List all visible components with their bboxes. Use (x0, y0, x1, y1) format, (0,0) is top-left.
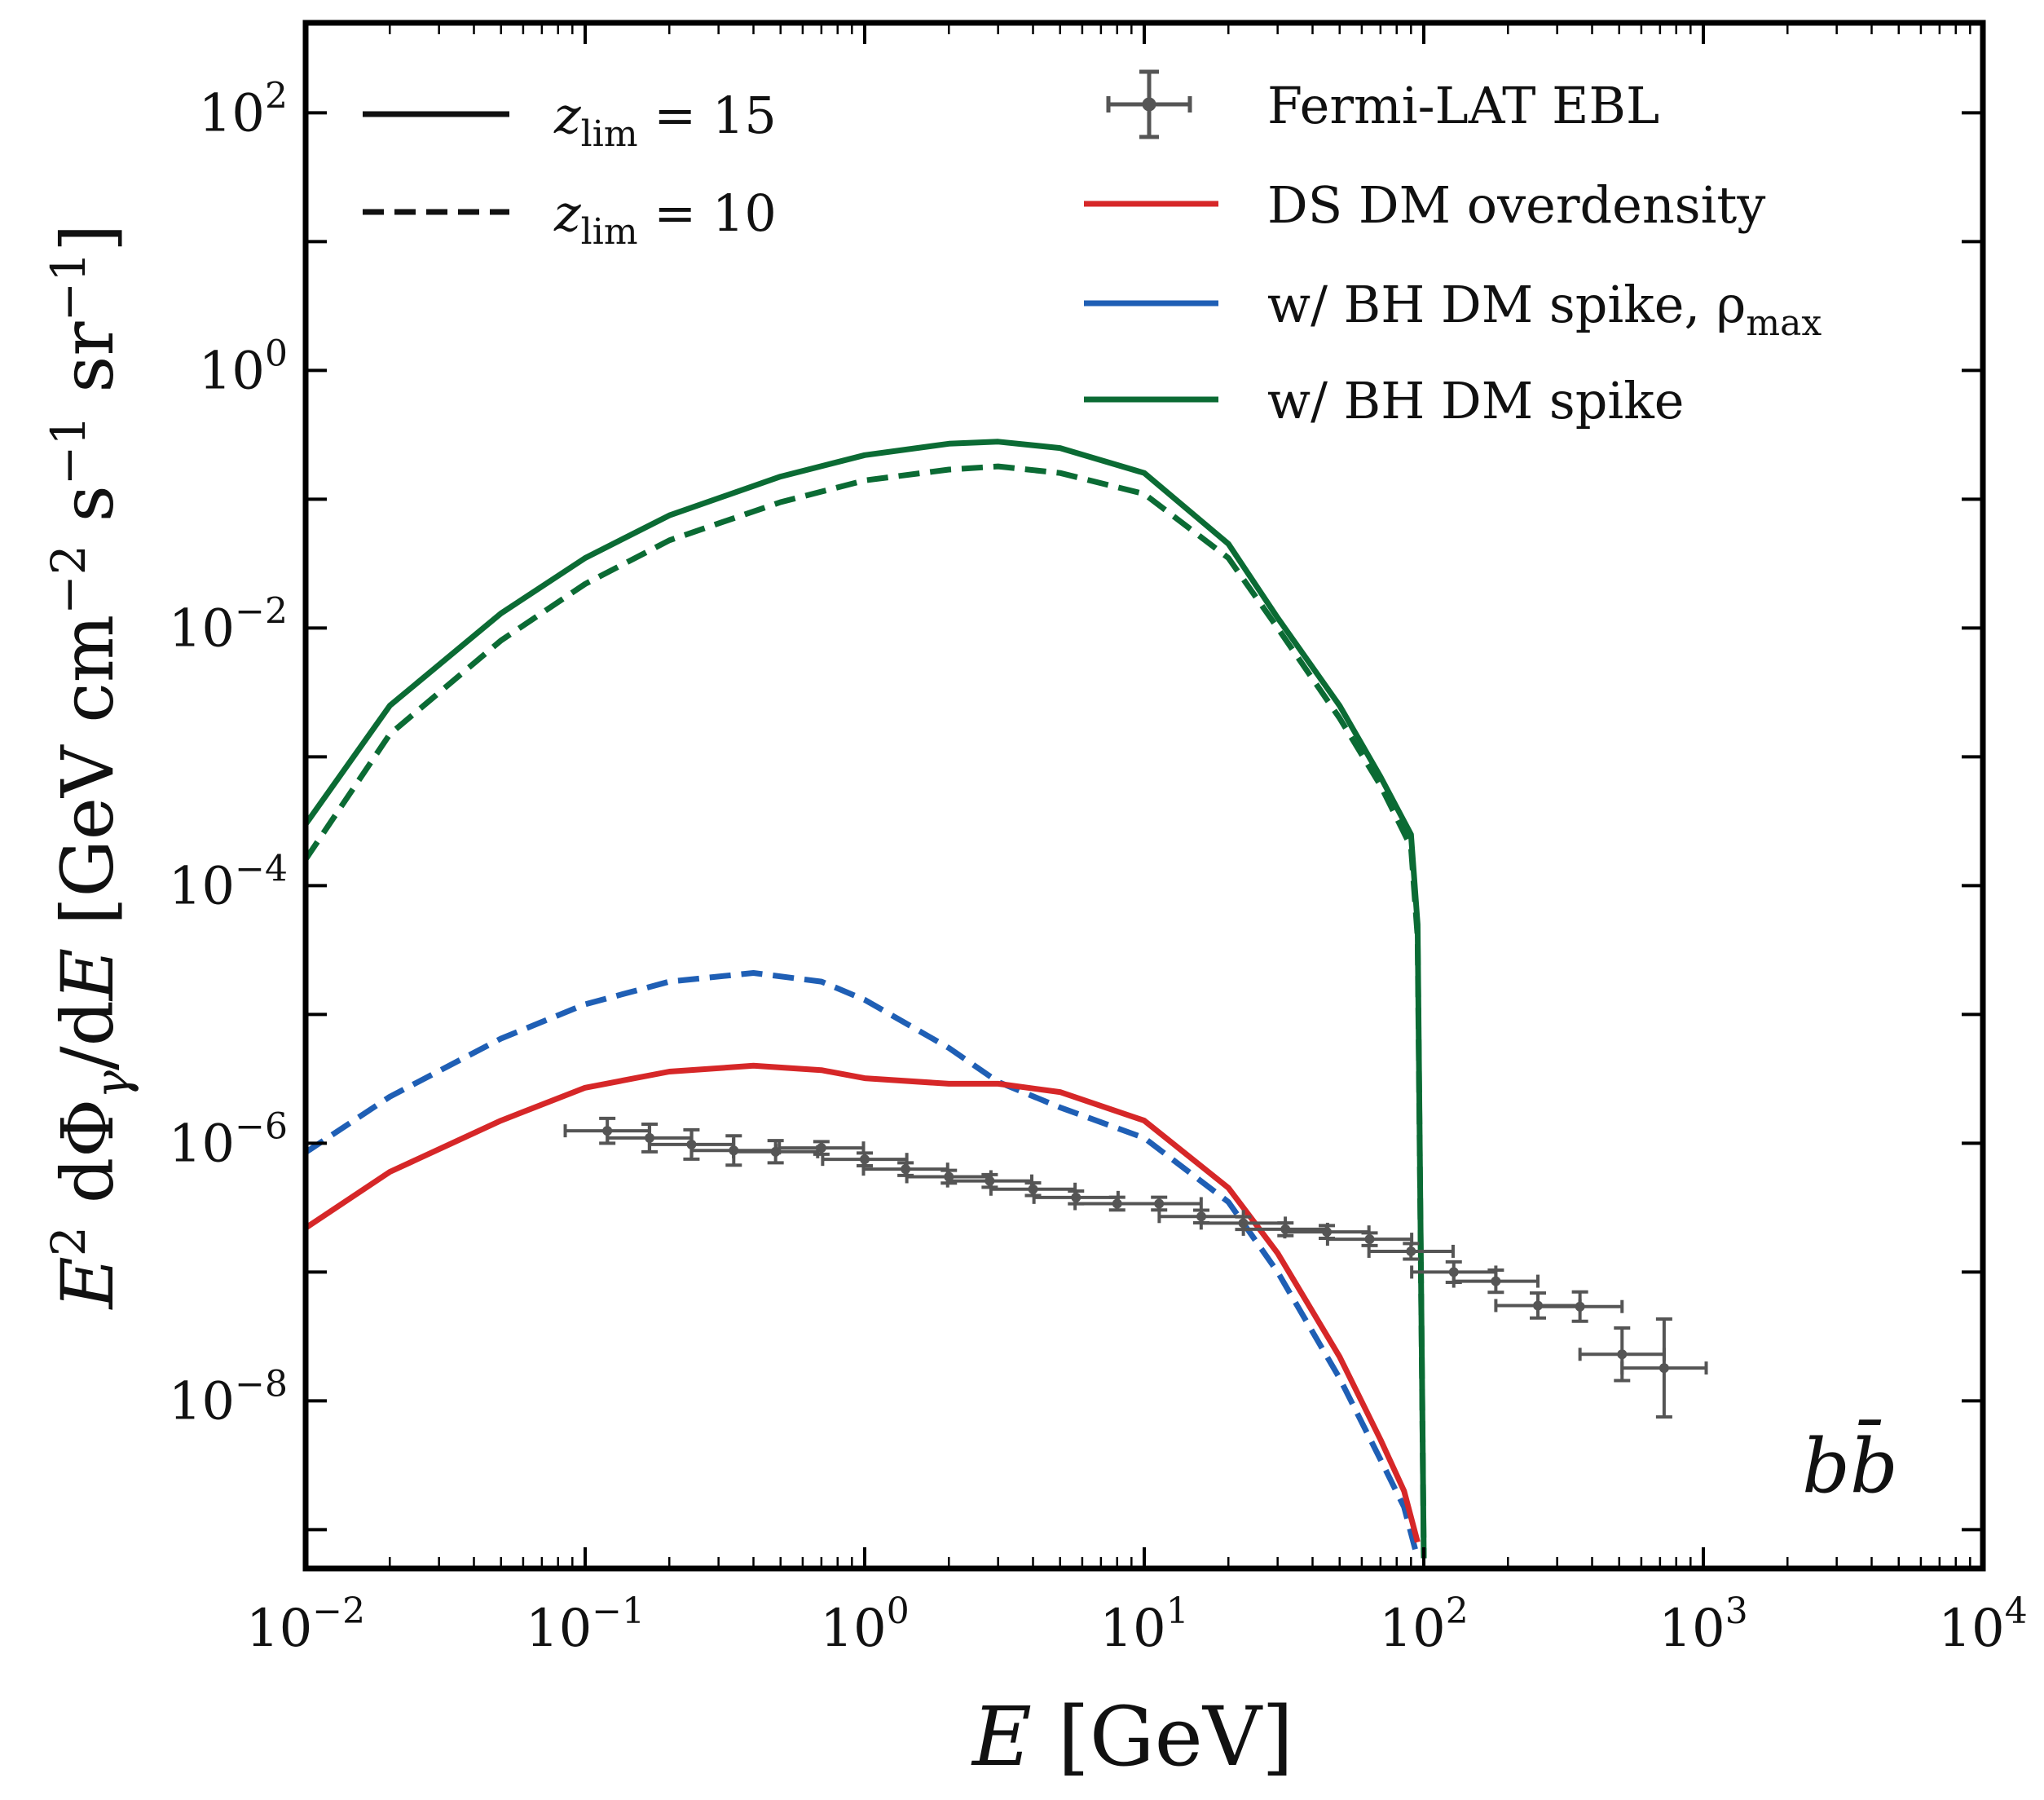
fermi-data-point (1367, 1242, 1455, 1261)
fermi-data-point (1115, 1195, 1203, 1212)
fermi-errorbars (563, 1116, 1708, 1419)
series-line-3 (306, 1062, 1421, 1543)
legend-label-bh-spike: w/ BH DM spike (1267, 371, 1685, 430)
fermi-data-point (647, 1127, 736, 1161)
fermi-data-point (1536, 1290, 1624, 1323)
x-tick-label: 10−2 (246, 1590, 365, 1659)
y-tick-label: 102 (199, 75, 288, 143)
legend-right: Fermi-LAT EBL DS DM overdensity w/ BH DM… (1084, 69, 1822, 430)
fermi-data-point (1452, 1268, 1540, 1295)
legend-fermi-swatch (1106, 69, 1192, 139)
channel-annotation: bb̄ (1802, 1419, 1898, 1510)
x-tick-label: 104 (1938, 1590, 2027, 1659)
x-tick-label: 102 (1379, 1590, 1468, 1659)
y-tick-label: 10−6 (169, 1105, 288, 1174)
y-tick-label: 100 (199, 333, 288, 401)
x-tick-label: 10−1 (526, 1590, 645, 1659)
x-tick-label: 101 (1099, 1590, 1188, 1659)
series-line-2 (306, 970, 1421, 1560)
series-line-0 (306, 439, 1427, 1559)
y-tick-label: 10−2 (169, 590, 288, 659)
x-tick-label: 100 (820, 1590, 909, 1659)
legend-label-fermi: Fermi-LAT EBL (1267, 76, 1659, 135)
x-axis-title: E [GeV] (971, 1689, 1293, 1785)
legend-label-ds-dm: DS DM overdensity (1267, 175, 1765, 235)
legend-label-bh-spike-rhomax: w/ BH DM spike, ρmax (1267, 275, 1822, 344)
y-tick-label: 10−4 (169, 848, 288, 916)
legend-label-zlim15: zlim = 15 (553, 86, 777, 155)
legend-label-zlim10: zlim = 10 (553, 183, 777, 253)
ticks-layer: 10−2 10−1 100 101 102 103 104 10−8 10−6 10−4 10−2 1… (169, 23, 2028, 1659)
fermi-data-point (1620, 1317, 1708, 1419)
legend-left: zlim = 15 zlim = 10 (363, 86, 777, 253)
plot-frame (302, 20, 1986, 1572)
series-layer (306, 439, 1708, 1560)
y-axis-title: E2 dΦγ/dE [GeV cm−2 s−1 sr−1] (41, 224, 140, 1311)
y-tick-label: 10−8 (169, 1363, 288, 1432)
x-tick-label: 103 (1659, 1590, 1747, 1659)
series-line-1 (306, 463, 1427, 1559)
